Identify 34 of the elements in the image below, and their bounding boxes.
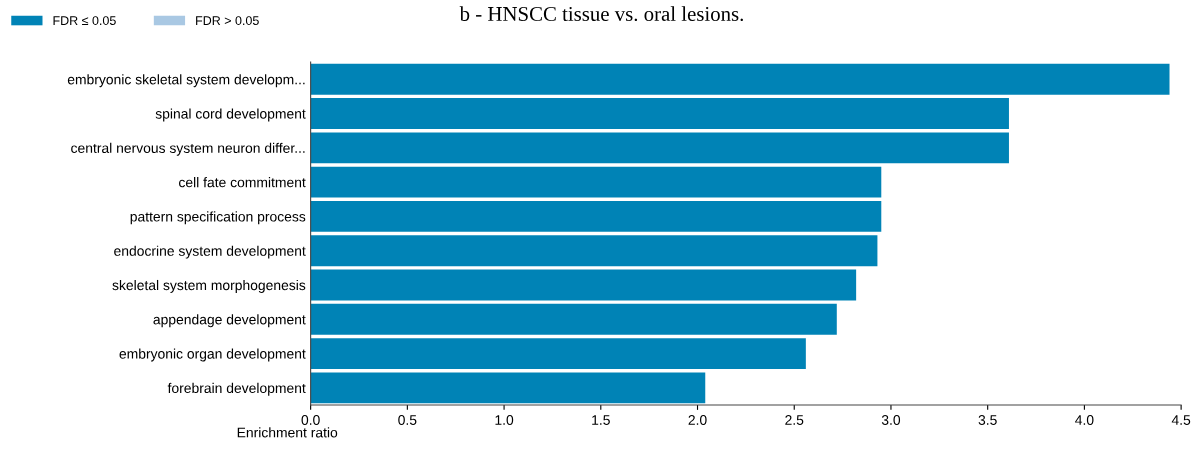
y-tick-label: embryonic skeletal system developm... [67,74,305,88]
y-tick-label: skeletal system morphogenesis [112,279,306,293]
bar [310,269,857,301]
legend-label: FDR > 0.05 [196,16,259,25]
x-tick-label: 1.5 [592,415,610,425]
x-tick-label: 2.5 [785,415,804,425]
bar [310,235,878,267]
x-tick-label: 3.5 [978,415,997,425]
y-tick-label: central nervous system neuron differ... [71,142,305,156]
legend-label: FDR ≤ 0.05 [53,16,116,25]
bar [310,98,1009,129]
x-tick-label: 3.0 [881,415,901,425]
x-tick-label: 2.0 [688,415,707,425]
y-tick-label: cell fate commitment [179,177,306,188]
y-tick-label: spinal cord development [155,108,306,122]
chart-title: b - HNSCC tissue vs. oral lesions. [459,6,743,22]
bar [310,303,837,335]
y-tick-label: pattern specification process [130,211,306,225]
y-tick-label: appendage development [153,314,306,328]
bar [310,200,882,232]
y-tick-label: embryonic organ development [119,348,306,362]
x-tick-label: 4.5 [1171,415,1191,425]
bar [310,166,882,198]
x-tick-label: 0.5 [398,415,417,425]
y-tick-label: forebrain development [167,382,306,396]
x-tick-label: 4.0 [1075,415,1094,425]
x-tick-label: 1.0 [495,415,514,425]
y-tick-label: endocrine system development [114,245,306,259]
x-axis-title: Enrichment ratio [237,427,338,438]
bar [310,372,706,404]
bar [310,338,806,369]
bar [310,63,1170,95]
bar [310,132,1009,164]
x-tick-label: 0.0 [301,415,320,425]
